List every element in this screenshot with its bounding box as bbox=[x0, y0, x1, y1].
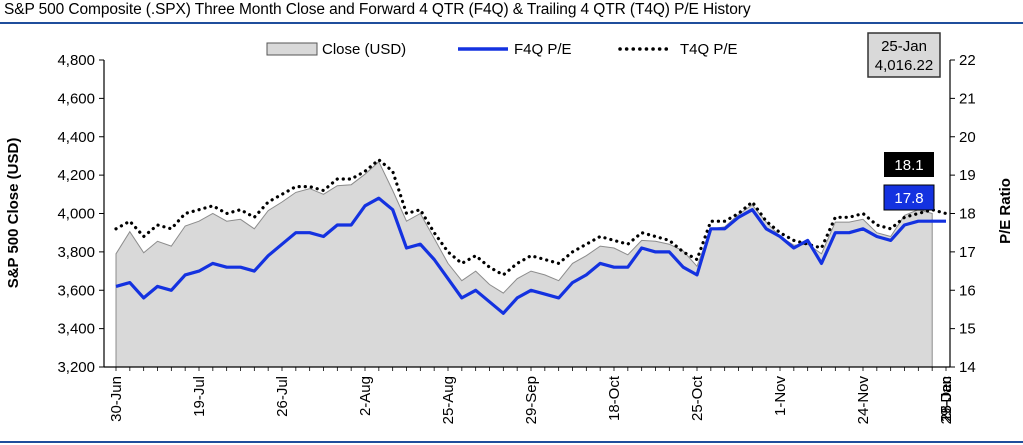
tick-labels-layer: 3,200 3,400 3,600 3,800 4,000 4,200 4,400 4,600… bbox=[57, 52, 975, 424]
legend-f4q-label: F4Q P/E bbox=[514, 41, 572, 58]
x-tick-label: 24-Nov bbox=[855, 376, 872, 425]
f4q-line bbox=[115, 196, 946, 315]
info-box-close: 4,016.22 bbox=[875, 57, 933, 74]
x-tick-label: 2-Aug bbox=[357, 376, 374, 416]
pe-lines-layer bbox=[114, 157, 948, 315]
x-tick-label: 18-Oct bbox=[606, 375, 623, 421]
y2-tick-label: 16 bbox=[959, 282, 976, 299]
y2-tick-label: 20 bbox=[959, 129, 976, 146]
legend-t4q-label: T4Q P/E bbox=[680, 41, 738, 58]
y2-axis-title: P/E Ratio bbox=[997, 178, 1014, 244]
y-tick-label: 3,200 bbox=[57, 359, 95, 376]
x-tick-label: 26-Jul bbox=[274, 376, 291, 417]
x-tick-label: 30-Jun bbox=[108, 376, 125, 422]
y-tick-label: 4,400 bbox=[57, 129, 95, 146]
x-tick-label: 1-Nov bbox=[772, 376, 789, 417]
info-box-date: 25-Jan bbox=[881, 38, 927, 55]
info-box-frame bbox=[867, 32, 941, 78]
x-tick-label: 25-Jan bbox=[938, 376, 955, 422]
legend: Close (USD) F4Q P/E T4Q P/E bbox=[266, 41, 738, 58]
chart-title: S&P 500 Composite (.SPX) Three Month Clo… bbox=[4, 1, 751, 18]
callout-t4q-label: 18.1 bbox=[894, 157, 923, 174]
x-tick-label: 29-Sep bbox=[523, 376, 540, 424]
y2-tick-label: 22 bbox=[959, 52, 976, 69]
callout-f4q: 17.8 bbox=[883, 184, 935, 211]
y2-tick-label: 18 bbox=[959, 206, 976, 223]
y2-tick-label: 21 bbox=[959, 90, 976, 107]
close-area bbox=[115, 160, 933, 368]
x-tick-label: 25-Oct bbox=[689, 375, 706, 421]
x-tick-label: 25-Aug bbox=[440, 376, 457, 424]
callout-f4q-label: 17.8 bbox=[894, 190, 923, 207]
bottom-rule bbox=[0, 441, 1023, 443]
info-box: 25-Jan 4,016.22 bbox=[867, 32, 941, 78]
legend-close-swatch bbox=[266, 42, 318, 56]
callout-t4q-box bbox=[884, 152, 934, 177]
y2-tick-label: 19 bbox=[959, 167, 976, 184]
y-axis-title: S&P 500 Close (USD) bbox=[5, 138, 22, 289]
y-tick-label: 3,800 bbox=[57, 244, 95, 261]
y-tick-label: 4,000 bbox=[57, 206, 95, 223]
axes-layer bbox=[99, 59, 955, 371]
y-tick-label: 4,800 bbox=[57, 52, 95, 69]
y2-tick-label: 15 bbox=[959, 321, 976, 338]
y2-tick-label: 17 bbox=[959, 244, 976, 261]
y-tick-label: 3,600 bbox=[57, 282, 95, 299]
close-area-layer bbox=[115, 160, 933, 368]
callout-f4q-box bbox=[883, 184, 935, 211]
y-tick-label: 4,600 bbox=[57, 90, 95, 107]
y-tick-label: 4,200 bbox=[57, 167, 95, 184]
x-tick-label: 19-Jul bbox=[191, 376, 208, 417]
title-rule bbox=[0, 22, 1023, 24]
y-tick-label: 3,400 bbox=[57, 321, 95, 338]
x-tick-label: 29-Dec bbox=[938, 376, 955, 425]
callout-t4q: 18.1 bbox=[884, 152, 934, 177]
x-tick-label: 18-Jan bbox=[938, 376, 955, 422]
y2-tick-label: 14 bbox=[959, 359, 976, 376]
t4q-line bbox=[114, 157, 948, 277]
legend-close-label: Close (USD) bbox=[322, 41, 406, 58]
